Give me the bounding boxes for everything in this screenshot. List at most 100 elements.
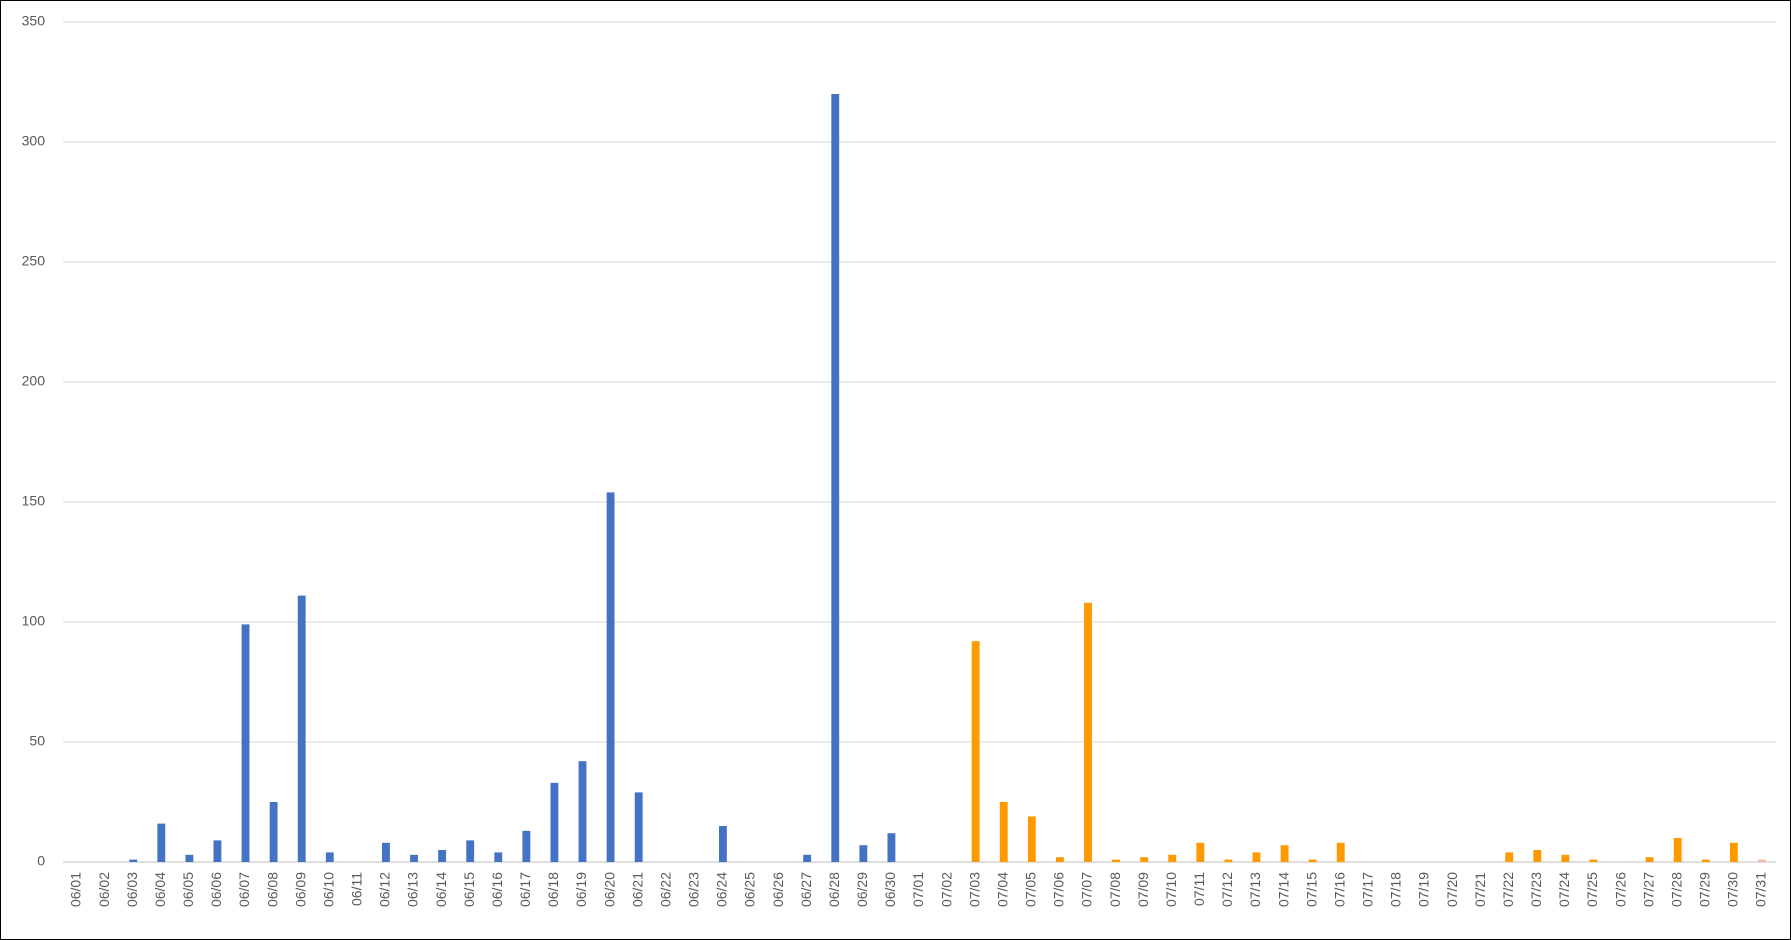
x-tick-label: 06/17 [517, 872, 533, 907]
x-tick-label: 06/28 [826, 872, 842, 907]
bar [185, 854, 194, 862]
x-tick-label: 07/23 [1528, 872, 1544, 907]
x-tick-label: 06/16 [489, 872, 505, 907]
bar [1336, 842, 1345, 862]
x-tick-label: 07/19 [1416, 872, 1432, 907]
x-tick-label: 06/02 [96, 872, 112, 907]
bar [494, 852, 503, 862]
y-tick-label: 250 [22, 253, 46, 269]
bar [522, 830, 531, 862]
x-tick-label: 07/07 [1079, 872, 1095, 907]
bar [466, 840, 475, 862]
x-tick-label: 07/06 [1051, 872, 1067, 907]
bar [1701, 859, 1710, 862]
bar [606, 492, 615, 862]
bar [1533, 850, 1542, 862]
bar [1589, 859, 1598, 862]
bar [859, 845, 868, 862]
y-tick-label: 150 [22, 493, 46, 509]
x-tick-label: 07/05 [1023, 872, 1039, 907]
x-tick-label: 06/22 [657, 872, 673, 907]
bar [718, 826, 727, 862]
x-tick-label: 07/18 [1388, 872, 1404, 907]
bar [325, 852, 334, 862]
x-tick-label: 06/13 [405, 872, 421, 907]
bar [1112, 859, 1121, 862]
x-tick-label: 06/10 [320, 872, 336, 907]
bar [1729, 842, 1738, 862]
x-tick-label: 06/03 [124, 872, 140, 907]
x-tick-label: 07/02 [938, 872, 954, 907]
x-tick-label: 06/06 [208, 872, 224, 907]
x-tick-label: 07/25 [1584, 872, 1600, 907]
x-tick-label: 06/21 [629, 872, 645, 907]
bar [971, 641, 980, 862]
x-tick-label: 07/20 [1444, 872, 1460, 907]
bar [887, 833, 896, 862]
x-tick-label: 07/01 [910, 872, 926, 907]
x-tick-label: 06/27 [798, 872, 814, 907]
bar [129, 859, 138, 862]
x-tick-label: 07/16 [1331, 872, 1347, 907]
bar [999, 802, 1008, 862]
x-tick-label: 07/27 [1640, 872, 1656, 907]
x-tick-label: 07/30 [1725, 872, 1741, 907]
x-tick-label: 07/10 [1163, 872, 1179, 907]
bar [382, 842, 390, 862]
x-tick-label: 06/07 [236, 872, 252, 907]
x-tick-label: 07/12 [1219, 872, 1235, 907]
x-tick-label: 06/04 [152, 872, 168, 907]
y-tick-label: 300 [22, 133, 46, 149]
x-tick-label: 07/11 [1191, 872, 1207, 906]
bar [410, 854, 418, 862]
x-tick-label: 06/30 [882, 872, 898, 907]
x-tick-label: 07/26 [1612, 872, 1628, 907]
x-tick-label: 07/13 [1247, 872, 1263, 907]
bar [831, 94, 840, 862]
bar [1280, 845, 1289, 862]
bar [438, 850, 447, 862]
bar [578, 761, 587, 862]
x-tick-label: 06/12 [377, 872, 393, 907]
x-tick-label: 06/08 [264, 872, 280, 907]
x-tick-label: 06/05 [180, 872, 196, 907]
bar [297, 595, 306, 862]
x-tick-label: 07/28 [1668, 872, 1684, 907]
bar [213, 840, 222, 862]
x-tick-label: 06/26 [770, 872, 786, 907]
x-tick-label: 07/24 [1556, 872, 1572, 907]
x-tick-label: 07/04 [994, 872, 1010, 907]
bar [1055, 857, 1064, 862]
bar [1308, 859, 1317, 862]
x-tick-label: 07/22 [1500, 872, 1516, 907]
y-tick-label: 100 [22, 613, 46, 629]
x-tick-label: 06/24 [714, 872, 730, 907]
x-tick-label: 06/09 [292, 872, 308, 907]
x-tick-label: 06/15 [461, 872, 477, 907]
bar [803, 854, 812, 862]
x-tick-label: 07/21 [1472, 872, 1488, 907]
bar [1505, 852, 1514, 862]
x-tick-label: 07/29 [1696, 872, 1712, 907]
y-tick-label: 0 [37, 853, 45, 869]
bar [1758, 859, 1766, 862]
bar [269, 802, 278, 862]
y-tick-label: 200 [22, 373, 46, 389]
x-tick-label: 06/01 [68, 872, 84, 907]
bar [1252, 852, 1261, 862]
x-tick-label: 07/15 [1303, 872, 1319, 907]
x-tick-label: 06/23 [686, 872, 702, 907]
bar [1673, 838, 1682, 862]
bar [634, 792, 643, 862]
x-tick-label: 06/29 [854, 872, 870, 907]
bar [1561, 854, 1570, 862]
bar [1084, 602, 1092, 862]
x-tick-label: 06/14 [433, 872, 449, 907]
y-tick-label: 50 [29, 733, 45, 749]
x-tick-label: 07/03 [966, 872, 982, 907]
x-tick-label: 06/19 [573, 872, 589, 907]
bar [550, 782, 559, 862]
